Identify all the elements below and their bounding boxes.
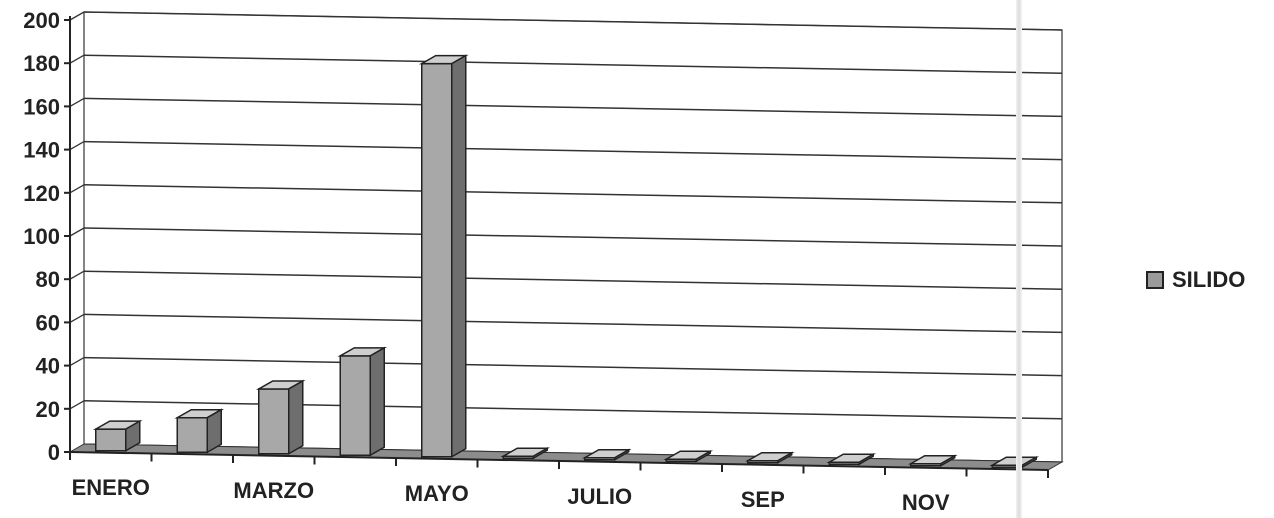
gridline-depth <box>70 271 84 279</box>
bar <box>96 421 140 451</box>
bar-front <box>96 429 126 451</box>
y-tick-label: 40 <box>36 354 60 379</box>
bar <box>177 410 221 453</box>
y-tick-label: 20 <box>36 397 60 422</box>
x-tick-label: SEP <box>741 487 785 512</box>
bar-side <box>207 410 221 453</box>
bar-front <box>177 418 207 453</box>
y-tick-label: 200 <box>23 8 60 33</box>
bar <box>340 348 384 455</box>
x-tick-label: JULIO <box>567 484 632 509</box>
bar-side <box>289 381 303 454</box>
y-tick-label: 160 <box>23 94 60 119</box>
bar-front <box>340 356 370 455</box>
x-tick-label: ENERO <box>72 475 150 500</box>
legend-swatch <box>1146 271 1164 289</box>
x-tick-label: MARZO <box>233 478 314 503</box>
gridline-depth <box>70 358 84 366</box>
scan-edge <box>1016 0 1022 518</box>
legend-label: SILIDO <box>1172 267 1245 293</box>
gridline-depth <box>70 401 84 409</box>
y-tick-label: 140 <box>23 138 60 163</box>
gridline-depth <box>70 185 84 193</box>
gridline-depth <box>70 55 84 63</box>
gridline-depth <box>70 142 84 150</box>
gridline-depth <box>70 12 84 20</box>
bar-front <box>422 64 452 457</box>
bar <box>259 381 303 454</box>
bar-side <box>452 56 466 457</box>
y-tick-label: 60 <box>36 310 60 335</box>
x-axis-ticks: ENERO MARZO MAYO JULIO SEP NOV <box>72 475 950 515</box>
bar <box>422 56 466 457</box>
y-tick-label: 180 <box>23 51 60 76</box>
legend: SILIDO <box>1146 267 1245 293</box>
bar-front <box>259 389 289 454</box>
x-tick-label: NOV <box>902 490 950 515</box>
bar-side <box>370 348 384 455</box>
y-tick-label: 100 <box>23 224 60 249</box>
x-tick-label: MAYO <box>405 481 469 506</box>
y-tick-label: 0 <box>48 440 60 465</box>
y-tick-label: 80 <box>36 267 60 292</box>
gridline-depth <box>70 228 84 236</box>
gridline-depth <box>70 314 84 322</box>
y-tick-label: 120 <box>23 181 60 206</box>
gridline-depth <box>70 98 84 106</box>
y-axis-ticks: 0 20 40 60 80 100 120 140 160 180 200 <box>23 8 60 465</box>
